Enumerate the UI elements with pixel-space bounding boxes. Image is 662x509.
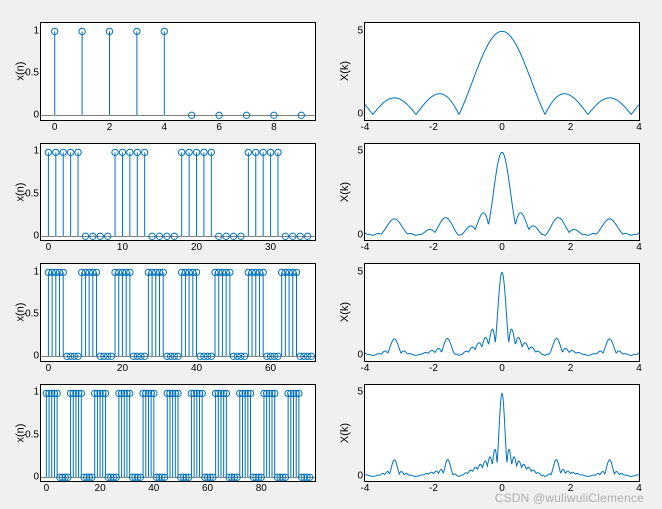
ytick: 0.5 bbox=[25, 68, 39, 79]
xtick: 0 bbox=[46, 242, 52, 253]
panel-spec-0: -4-202405X(k) bbox=[364, 22, 640, 121]
subplot-grid: 0246800.51x(n)-4-202405X(k)010203000.51x… bbox=[40, 22, 640, 482]
ytick: 1 bbox=[33, 266, 39, 277]
ytick: 5 bbox=[357, 266, 363, 277]
ytick: 1 bbox=[33, 387, 39, 398]
xtick: 40 bbox=[148, 483, 159, 494]
panel-spec-1: -4-202405X(k) bbox=[364, 143, 640, 242]
xtick: 4 bbox=[636, 122, 642, 133]
xtick: 40 bbox=[191, 363, 202, 374]
panel-stem-1: 010203000.51x(n) bbox=[40, 143, 316, 242]
ytick: 1 bbox=[33, 146, 39, 157]
xtick: -4 bbox=[361, 363, 370, 374]
xtick: 30 bbox=[265, 242, 276, 253]
xtick: 4 bbox=[162, 122, 168, 133]
xtick: 8 bbox=[271, 122, 277, 133]
xtick: 10 bbox=[117, 242, 128, 253]
ytick: 0 bbox=[357, 109, 363, 120]
xtick: 0 bbox=[499, 242, 505, 253]
xtick: 20 bbox=[191, 242, 202, 253]
ylabel: x(n) bbox=[14, 182, 26, 201]
ylabel: x(n) bbox=[14, 303, 26, 322]
xtick: 6 bbox=[216, 122, 222, 133]
xtick: 4 bbox=[636, 242, 642, 253]
ylabel: x(n) bbox=[14, 62, 26, 81]
xtick: 2 bbox=[568, 483, 574, 494]
xtick: 0 bbox=[499, 483, 505, 494]
ytick: 5 bbox=[357, 387, 363, 398]
ytick: 5 bbox=[357, 25, 363, 36]
xtick: 0 bbox=[46, 363, 52, 374]
ytick: 0 bbox=[33, 471, 39, 482]
ytick: 1 bbox=[33, 25, 39, 36]
xtick: 0 bbox=[499, 122, 505, 133]
xtick: -2 bbox=[429, 242, 438, 253]
ytick: 0.5 bbox=[25, 309, 39, 320]
panel-spec-2: -4-202405X(k) bbox=[364, 263, 640, 362]
xtick: -2 bbox=[429, 483, 438, 494]
ytick: 5 bbox=[357, 146, 363, 157]
xtick: 60 bbox=[202, 483, 213, 494]
xtick: 0 bbox=[499, 363, 505, 374]
xtick: -4 bbox=[361, 242, 370, 253]
ytick: 0 bbox=[357, 470, 363, 481]
ytick: 0.5 bbox=[25, 429, 39, 440]
xtick: 2 bbox=[568, 122, 574, 133]
xtick: 60 bbox=[265, 363, 276, 374]
panel-stem-0: 0246800.51x(n) bbox=[40, 22, 316, 121]
ylabel: X(k) bbox=[339, 302, 351, 322]
xtick: -2 bbox=[429, 122, 438, 133]
xtick: 0 bbox=[52, 122, 58, 133]
xtick: 0 bbox=[44, 483, 50, 494]
ytick: 0 bbox=[357, 229, 363, 240]
xtick: 80 bbox=[256, 483, 267, 494]
xtick: 4 bbox=[636, 363, 642, 374]
panel-stem-3: 02040608000.51x(n) bbox=[40, 384, 316, 483]
ytick: 0 bbox=[33, 110, 39, 121]
ylabel: X(k) bbox=[339, 61, 351, 81]
xtick: -2 bbox=[429, 363, 438, 374]
xtick: 4 bbox=[636, 483, 642, 494]
xtick: 20 bbox=[117, 363, 128, 374]
xtick: 2 bbox=[568, 363, 574, 374]
ytick: 0 bbox=[357, 350, 363, 361]
ytick: 0 bbox=[33, 230, 39, 241]
panel-spec-3: -4-202405X(k) bbox=[364, 384, 640, 483]
panel-stem-2: 020406000.51x(n) bbox=[40, 263, 316, 362]
xtick: 2 bbox=[107, 122, 113, 133]
xtick: -4 bbox=[361, 122, 370, 133]
ylabel: X(k) bbox=[339, 423, 351, 443]
ylabel: X(k) bbox=[339, 182, 351, 202]
ytick: 0.5 bbox=[25, 188, 39, 199]
xtick: 2 bbox=[568, 242, 574, 253]
xtick: 20 bbox=[95, 483, 106, 494]
ytick: 0 bbox=[33, 351, 39, 362]
xtick: -4 bbox=[361, 483, 370, 494]
ylabel: x(n) bbox=[14, 423, 26, 442]
